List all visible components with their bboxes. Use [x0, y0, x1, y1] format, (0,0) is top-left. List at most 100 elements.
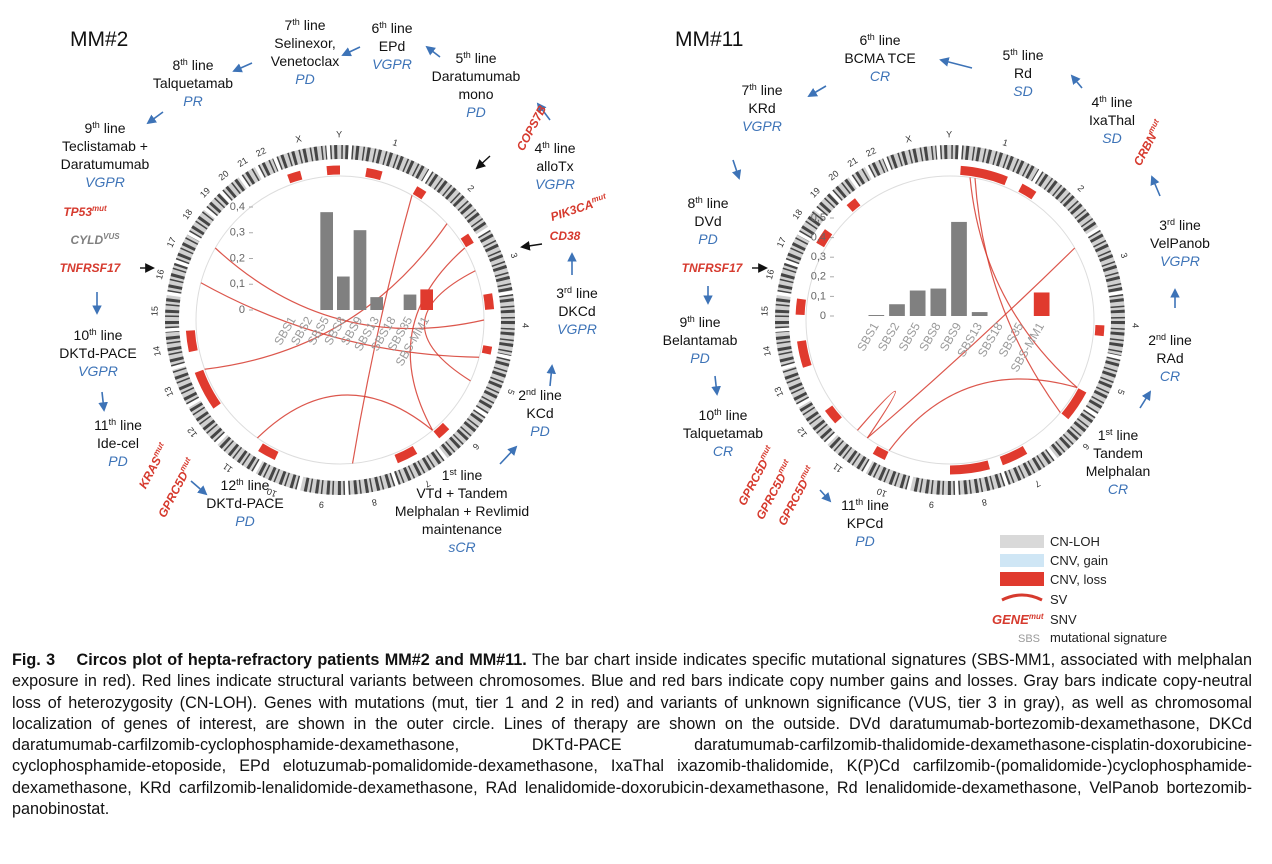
sv-link [867, 247, 1076, 439]
cnv-block [816, 229, 833, 248]
therapy-arrow [732, 159, 742, 180]
line-number: 11 [841, 497, 856, 513]
line-number: 2 [518, 387, 526, 403]
sv-link [856, 390, 897, 439]
line-suffix: nd [1156, 332, 1166, 342]
chromosome-bands [827, 434, 870, 472]
gene-sup: mut [758, 444, 773, 461]
bar [370, 297, 383, 310]
chromosome-label: 8 [981, 497, 988, 508]
response: VGPR [557, 321, 597, 337]
caption: Fig. 3 Circos plot of hepta-refractory p… [12, 650, 1252, 820]
chromosome-bands [206, 193, 230, 217]
therapy: Melphalan [1086, 463, 1151, 479]
therapy: Daratumumab [432, 68, 521, 84]
therapy-arrow [1139, 390, 1152, 409]
line-number: 7 [284, 17, 292, 33]
chromosome-bands [798, 400, 836, 443]
chromosome-label: 18 [180, 207, 194, 221]
gene-label: TNFRSF17 [682, 261, 744, 275]
line-number: 1 [442, 467, 450, 483]
chromosome-bands [851, 167, 872, 187]
gene-name: PIK3CA [549, 197, 595, 224]
bar [337, 276, 350, 310]
chromosome-bands [172, 365, 200, 405]
chromosome-bands [775, 295, 791, 329]
cnv-block [394, 445, 418, 464]
chromosome-label: Y [336, 129, 342, 139]
chromosome-label: Y [946, 129, 952, 139]
gene-sup: mut [178, 456, 193, 473]
line-suffix: th [1099, 94, 1107, 104]
therapy-line-label: 3rd line [1159, 217, 1201, 233]
gene-label: KRASmut [135, 441, 171, 491]
line-suffix: th [1010, 47, 1018, 57]
cnv-block [185, 330, 198, 353]
therapy-line-label: 9th line [84, 120, 125, 136]
legend-label: CN-LOH [1050, 534, 1100, 549]
line-number: 8 [172, 57, 180, 73]
response: VGPR [78, 363, 118, 379]
response: PD [698, 231, 717, 247]
response: PD [690, 350, 709, 366]
therapy-line-label: 11th line [94, 417, 142, 433]
line-number: 11 [94, 417, 109, 433]
therapy-line-label: 6th line [859, 32, 900, 48]
chromosome-label: 17 [775, 236, 788, 249]
y-tick-label: 0,3 [811, 251, 826, 263]
y-tick-label: 0,1 [230, 278, 245, 290]
chromosome-bands [868, 158, 889, 178]
therapy-line-label: 8th line [172, 57, 213, 73]
gene-sup: VUS [103, 232, 120, 241]
line-number: 5 [1002, 47, 1010, 63]
cnv-block [872, 445, 889, 460]
chromosome-bands [424, 171, 489, 235]
y-tick-label: 0,1 [811, 290, 826, 302]
chromosome [477, 229, 513, 294]
chromosome-bands [1107, 294, 1125, 357]
chromosome-label: X [905, 134, 913, 145]
therapy-arrow [939, 57, 973, 69]
chromosome-bands [217, 434, 260, 472]
therapy: alloTx [536, 158, 573, 174]
sv-link [888, 378, 1078, 451]
chromosome-label: 3 [509, 251, 520, 259]
therapy: Ide-cel [97, 435, 139, 451]
line-word: line [540, 387, 562, 403]
y-tick-label: 0,4 [230, 201, 245, 213]
sv-link [204, 223, 448, 370]
line-word: line [104, 120, 126, 136]
therapy-line-label: 4th line [534, 140, 575, 156]
gene-name: TNFRSF17 [60, 261, 122, 275]
legend-label: SNV [1050, 612, 1077, 627]
line-number: 9 [679, 314, 687, 330]
bar [889, 304, 905, 316]
therapy-line-label: 1st line [442, 467, 483, 483]
cnv-block [797, 340, 812, 368]
sv-link [409, 247, 466, 431]
legend: CN-LOH CNV, gain CNV, loss SV GENEmut SN… [992, 534, 1167, 645]
line-number: 6 [371, 20, 379, 36]
line-word: line [867, 497, 889, 513]
y-tick-label: 0,3 [230, 227, 245, 239]
chromosome-bands [300, 476, 346, 495]
therapy-line-label: 1st line [1098, 427, 1139, 443]
therapy-line-label: 11th line [841, 497, 889, 513]
therapy: VTd + Tandem [416, 485, 507, 501]
line-number: 1 [1098, 427, 1106, 443]
gene-name: GPRC5D [155, 469, 191, 520]
gene-sup: mut [776, 458, 791, 475]
gene-sup: mut [92, 204, 107, 213]
therapy-arrow [1150, 175, 1161, 197]
chromosome-bands [189, 209, 215, 239]
sv-link [423, 270, 476, 382]
cnv-block [960, 165, 1008, 186]
therapy: Melphalan + Revlimid [395, 503, 529, 519]
line-number: 12 [221, 477, 237, 493]
panel: MM#1112345678910111213141516171819202122… [663, 28, 1211, 549]
cnv-block [460, 233, 474, 248]
chromosome-label: 16 [154, 268, 166, 280]
chromosome-bands [799, 209, 825, 239]
line-suffix: th [687, 314, 695, 324]
